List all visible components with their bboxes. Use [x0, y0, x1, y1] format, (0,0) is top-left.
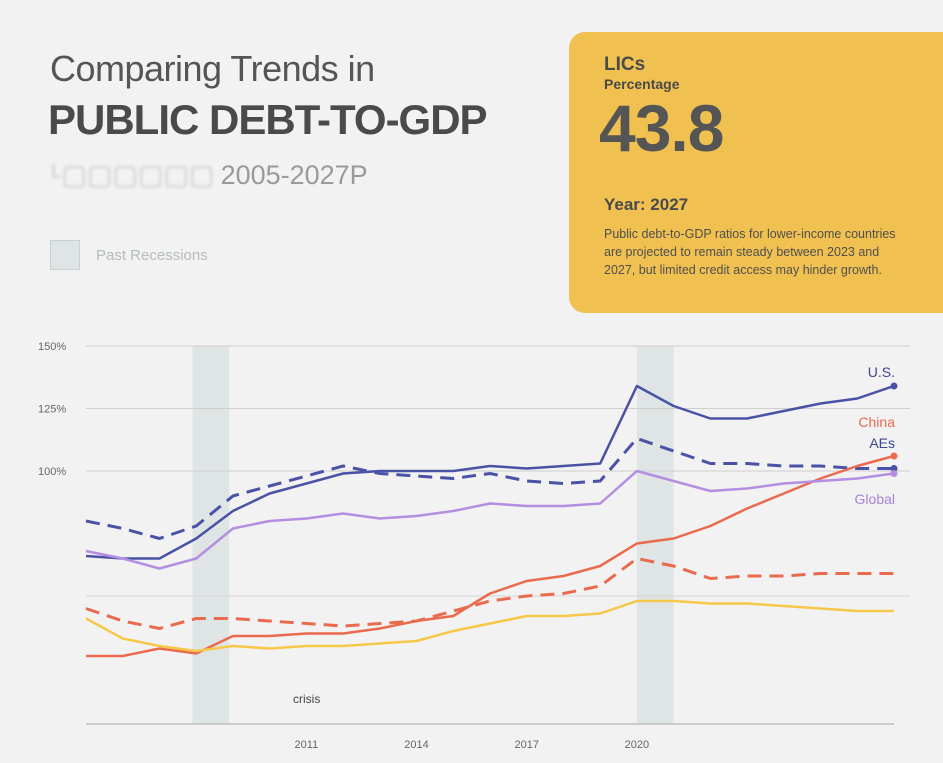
- series-line: [85, 469, 895, 570]
- callout-value: 43.8: [599, 91, 724, 165]
- crisis-annotation: crisis: [293, 692, 320, 706]
- series-line: [85, 557, 894, 630]
- series-line: [85, 437, 894, 540]
- chart-title-line1: Comparing Trends in: [50, 48, 375, 89]
- series-label: China: [858, 414, 895, 430]
- callout-subtitle: Percentage: [604, 76, 680, 92]
- chart-title-line2: PUBLIC DEBT-TO-GDP: [48, 96, 488, 143]
- series-label: Global: [855, 491, 895, 507]
- legend: Past Recessions: [50, 240, 208, 270]
- series-end-marker: [890, 470, 898, 477]
- lics-callout: LICs Percentage 43.8 Year: 2027 Public d…: [569, 32, 943, 313]
- chart-subtitle: ᴸ▢▢▢▢▢▢ 2005-2027P: [52, 160, 368, 191]
- x-tick-label: 2011: [295, 739, 319, 751]
- subtitle-years: 2005-2027P: [220, 160, 368, 190]
- y-tick-label: 100%: [38, 466, 66, 478]
- series-end-marker: [890, 465, 898, 472]
- callout-title: LICs: [604, 54, 646, 75]
- series-line: [85, 384, 895, 560]
- series-label: U.S.: [868, 364, 895, 380]
- y-tick-label: 150%: [38, 341, 66, 353]
- recession-legend-label: Past Recessions: [96, 246, 208, 264]
- x-tick-label: 2020: [625, 739, 649, 751]
- x-tick-label: 2017: [514, 739, 538, 751]
- series-end-marker: [890, 382, 898, 390]
- y-tick-label: 125%: [38, 404, 66, 416]
- series-label: AEs: [869, 435, 895, 451]
- series-end-marker: [890, 452, 898, 460]
- subtitle-blurred-text: ᴸ▢▢▢▢▢▢: [52, 160, 215, 190]
- x-tick-label: 2014: [404, 739, 428, 751]
- callout-year: Year: 2027: [604, 195, 689, 214]
- recession-swatch: [50, 240, 80, 270]
- series-line: [86, 454, 895, 658]
- series-line: [85, 599, 894, 653]
- callout-description: Public debt-to-GDP ratios for lower-inco…: [604, 227, 896, 277]
- line-chart: 150% 125% 100% 2011 2014 2017 2020 crisis U.S. AE…: [38, 341, 910, 751]
